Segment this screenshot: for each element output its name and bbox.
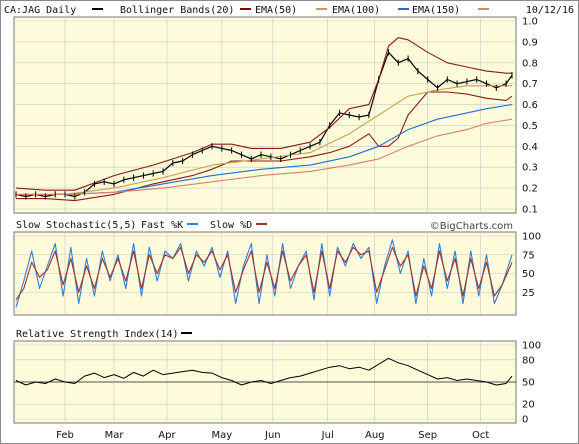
price-y-tick-label: 0.7 <box>522 79 538 90</box>
legend-ema150: EMA(150) <box>412 5 460 16</box>
x-tick-label: Mar <box>105 430 125 441</box>
series-bollinger-lower <box>16 91 513 202</box>
series-slow-d <box>15 246 513 301</box>
price-y-axis: 1.0 0.9 0.8 0.7 0.6 0.5 0.4 0.3 0.2 0.1 <box>522 17 538 216</box>
stochastic-y-tick-label: 100 <box>522 232 541 243</box>
stochastic-fast-label: Fast %K <box>141 220 183 231</box>
price-y-tick-label: 0.6 <box>522 100 538 111</box>
legend-ema50: EMA(50) <box>255 5 297 16</box>
stochastic-y-tick-label: 50 <box>522 269 535 280</box>
series-ema-150 <box>16 118 513 195</box>
price-y-tick-label: 0.5 <box>522 121 538 132</box>
stochastic-grid <box>14 232 516 315</box>
legend-ema100: EMA(100) <box>332 5 380 16</box>
stochastic-series <box>15 239 513 308</box>
legend-bollinger: Bollinger Bands(20) <box>120 5 234 16</box>
rsi-title: Relative Strength Index(14) <box>16 329 179 340</box>
price-y-tick-label: 0.9 <box>522 37 538 48</box>
rsi-y-tick-label: 100 <box>522 341 541 352</box>
bigcharts-watermark: ©BigCharts.com <box>430 221 513 232</box>
rsi-series <box>15 357 513 386</box>
series-ema-100 <box>16 104 513 195</box>
price-series <box>15 37 513 202</box>
symbol-label: CA:JAG Daily <box>4 5 76 16</box>
price-y-tick-label: 0.2 <box>522 184 538 195</box>
rsi-y-tick-label: 80 <box>522 355 535 366</box>
price-y-tick-label: 0.3 <box>522 163 538 174</box>
chart-date: 10/12/16 <box>526 5 574 16</box>
stochastic-y-tick-label: 75 <box>522 250 535 261</box>
price-y-tick-label: 1.0 <box>522 17 538 28</box>
x-tick-label: Jun <box>264 430 281 441</box>
x-tick-label: Oct <box>472 430 489 441</box>
x-axis: Feb Mar Apr May Jun Jul Aug Sep Oct <box>56 430 489 441</box>
series-ca-jag <box>15 51 513 198</box>
x-tick-label: May <box>212 430 233 441</box>
price-y-tick-label: 0.1 <box>522 205 538 216</box>
series-bollinger-upper <box>15 37 512 191</box>
stochastic-title: Slow Stochastic(5,5) <box>16 220 136 231</box>
stochastic-y-tick-label: 25 <box>522 288 535 299</box>
series-ema-50 <box>16 85 512 195</box>
series-rsi <box>15 357 513 386</box>
x-tick-label: Aug <box>365 430 385 441</box>
x-tick-label: Jul <box>321 430 334 441</box>
rsi-y-tick-label: 50 <box>522 378 535 389</box>
price-y-tick-label: 0.4 <box>522 142 538 153</box>
rsi-y-axis: 100 80 50 20 0 <box>522 341 541 426</box>
x-tick-label: Sep <box>418 430 437 441</box>
x-tick-label: Apr <box>158 430 176 441</box>
rsi-y-tick-label: 0 <box>522 415 528 426</box>
stochastic-slow-label: Slow %D <box>210 220 252 231</box>
price-panel <box>13 16 517 214</box>
stochastic-y-axis: 100 75 50 25 <box>522 232 541 299</box>
price-y-tick-label: 0.8 <box>522 58 538 69</box>
price-grid <box>14 17 516 213</box>
rsi-y-tick-label: 20 <box>522 400 535 411</box>
x-tick-label: Feb <box>56 430 74 441</box>
